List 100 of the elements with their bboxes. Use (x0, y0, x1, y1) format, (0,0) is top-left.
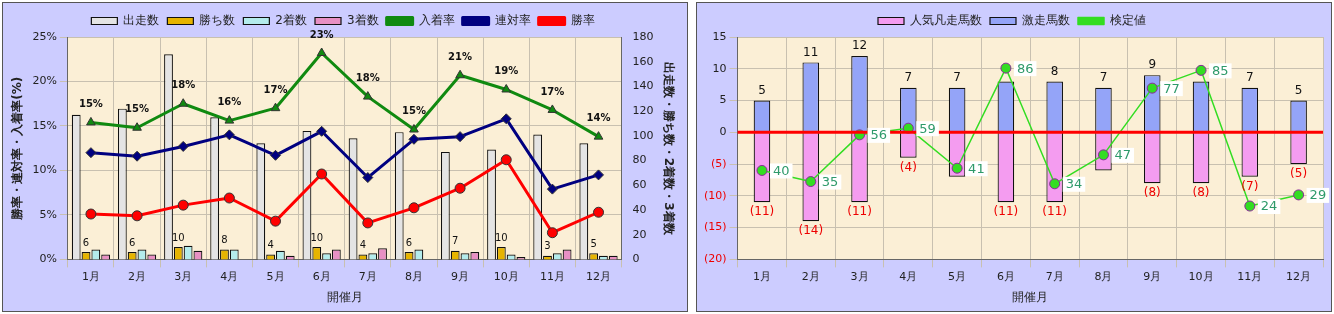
point (1000, 62, 1012, 74)
data-label: 14% (586, 112, 611, 124)
data-label: 17% (540, 85, 565, 97)
data-label: (8) (1143, 185, 1161, 200)
data-label: (4) (899, 159, 917, 174)
y-tick-label: 10% (32, 163, 57, 177)
point (454, 131, 466, 143)
x-axis-title: 開催月 (1012, 289, 1049, 304)
point (409, 124, 419, 133)
y-tick-label: (5) (710, 156, 727, 170)
legend-label: 連対率 (494, 13, 531, 28)
data-label: (5) (1290, 166, 1308, 181)
y-tick-label: 5% (39, 207, 57, 221)
point (593, 169, 605, 181)
x-tick-label: 1月 (81, 269, 100, 283)
data-label: (7) (1241, 178, 1259, 193)
data-label: 21% (448, 50, 473, 62)
y2-tick-label: 100 (632, 128, 654, 142)
data-label: 56 (870, 127, 888, 143)
data-label: (14) (798, 223, 824, 238)
y2-tick-label: 80 (632, 153, 647, 167)
point (270, 149, 282, 161)
y2-tick-label: 0 (632, 252, 640, 266)
legend-label: 出走数 (123, 13, 160, 28)
data-label: 41 (968, 160, 985, 176)
legend-label: 3着数 (347, 13, 379, 28)
point (546, 227, 558, 239)
y-tick-label: 0% (39, 252, 57, 266)
data-label: 29 (1309, 187, 1327, 203)
y-tick-label: 15% (32, 118, 57, 132)
legend-label: 激走馬数 (1022, 13, 1070, 28)
x-tick-label: 8月 (404, 269, 423, 283)
data-label: (11) (1042, 204, 1067, 219)
y-tick-label: 5 (719, 93, 727, 107)
data-label: 8 (221, 234, 228, 246)
point (86, 116, 96, 126)
point (362, 217, 374, 229)
data-label: 7 (904, 69, 913, 84)
legend-label: 勝ち数 (199, 13, 236, 28)
point (270, 102, 281, 112)
data-label: 40 (772, 162, 790, 178)
x-tick-label: 7月 (358, 269, 377, 283)
x-tick-label: 7月 (1045, 269, 1064, 283)
data-label: 34 (1065, 176, 1083, 192)
point (408, 133, 420, 145)
x-tick-label: 11月 (1237, 269, 1263, 283)
point (85, 208, 97, 220)
point (85, 147, 97, 159)
data-label: 6 (128, 236, 136, 248)
y2-tick-label: 40 (632, 202, 647, 216)
point (547, 104, 558, 113)
x-tick-label: 5月 (948, 269, 967, 283)
data-label: 5 (758, 82, 766, 97)
x-tick-label: 12月 (1286, 269, 1312, 283)
x-axis-title: 開催月 (326, 289, 363, 304)
data-label: (11) (993, 204, 1019, 219)
point (131, 150, 143, 162)
point (500, 154, 512, 166)
point (455, 69, 465, 79)
point (1146, 82, 1158, 94)
point (1049, 178, 1061, 190)
point (1195, 64, 1207, 76)
y2-tick-label: 160 (632, 54, 654, 68)
data-label: 23% (309, 28, 334, 40)
y-tick-label: 10 (712, 61, 727, 75)
legend-label: 入着率 (418, 13, 455, 28)
point (756, 164, 768, 176)
data-label: 17% (263, 83, 288, 95)
x-tick-label: 5月 (266, 269, 285, 283)
data-label: 10 (310, 231, 324, 243)
data-label: 77 (1163, 80, 1180, 96)
data-label: 19% (494, 65, 519, 77)
point (454, 182, 466, 194)
point (316, 125, 328, 137)
x-tick-label: 1月 (752, 269, 771, 283)
data-label: (8) (1192, 185, 1210, 200)
x-tick-label: 4月 (220, 269, 239, 283)
data-label: 10 (171, 231, 185, 243)
y-tick-label: 20% (32, 74, 57, 88)
point (270, 215, 282, 227)
point (501, 83, 512, 93)
legend-label: 検定値 (1110, 13, 1146, 28)
point (408, 202, 420, 214)
data-label: 15% (78, 98, 103, 109)
data-label: 4 (359, 239, 367, 251)
data-label: 7 (1246, 69, 1254, 84)
data-label: 7 (953, 69, 961, 84)
data-label: 12 (851, 38, 868, 53)
x-tick-label: 9月 (451, 269, 470, 283)
y-tick-label: 15 (712, 29, 727, 43)
data-label: 10 (494, 231, 508, 243)
point (362, 172, 374, 184)
data-label: (11) (847, 204, 872, 219)
point (316, 47, 327, 57)
point (224, 115, 235, 124)
legend-label: 2着数 (275, 13, 308, 28)
data-label: 6 (405, 236, 413, 248)
legend-label: 勝率 (570, 13, 595, 28)
data-label: 9 (1148, 57, 1157, 72)
x-tick-label: 6月 (312, 269, 331, 283)
